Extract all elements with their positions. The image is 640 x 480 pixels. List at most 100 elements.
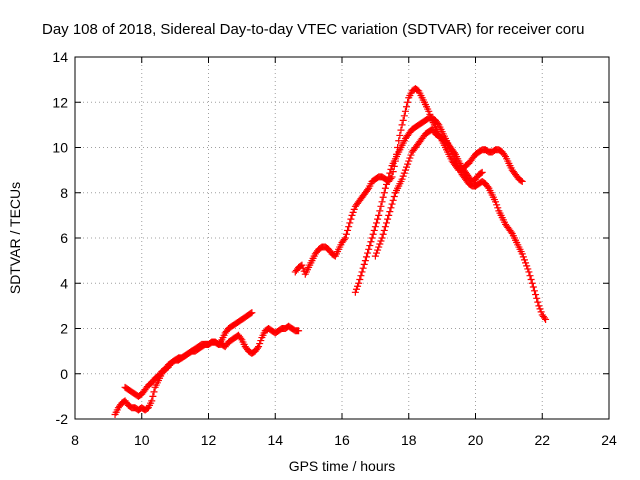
data-point-fill [507,228,515,236]
y-tick-label: 12 [52,94,68,110]
data-point-fill [517,177,525,185]
data-point [518,177,526,185]
data-point-fill [237,334,245,342]
data-point-fill [340,236,348,244]
data-point [542,315,550,323]
x-tick-label: 20 [468,432,484,448]
data-series [111,309,256,418]
data-point-fill [500,151,508,159]
x-tick-label: 10 [134,432,150,448]
data-point [405,157,413,165]
data-point [348,211,356,219]
data-point-fill [257,337,265,345]
data-point-fill [352,285,360,293]
data-point-fill [376,207,384,215]
grid [75,57,609,419]
data-point [148,397,156,405]
data-point-fill [350,205,358,213]
data-point-fill [527,275,535,283]
data-point-fill [383,219,390,227]
y-tick-labels: -2 0 2 4 6 8 10 12 14 [52,49,68,427]
data-point-fill [384,177,392,185]
data-point-fill [357,272,365,280]
x-tick-label: 16 [334,432,350,448]
y-tick-label: 2 [60,321,68,337]
x-tick-label: 8 [71,432,79,448]
data-point-fill [396,131,404,139]
data-point-fill [366,242,374,250]
data-point-fill [370,226,378,234]
data-point-fill [380,189,388,197]
data-point-fill [399,172,407,180]
data-point-fill [536,305,544,313]
data-point-fill [399,116,407,124]
data-series [121,322,303,400]
data-point [381,184,389,192]
data-point-fill [344,226,352,234]
data-point-fill [529,283,537,291]
x-tick-label: 18 [401,432,417,448]
x-tick-labels: 8 10 12 14 16 18 20 22 24 [71,432,617,448]
data-point [298,261,306,269]
data-point [368,234,376,242]
data-point-fill [377,202,385,210]
data-point [388,200,396,208]
data-point [378,234,386,242]
data-point [248,309,256,317]
data-point-fill [386,169,394,177]
data-point-fill [149,392,157,400]
x-tick-label: 22 [534,432,550,448]
data-point [535,302,543,310]
data-point-fill [450,149,458,157]
data-point [371,223,379,231]
data-point-fill [369,230,377,238]
y-tick-label: 0 [60,366,68,382]
data-point-fill [383,180,390,188]
data-point-fill [523,262,531,270]
data-point [492,198,500,206]
data-point [522,259,530,267]
data-point [385,211,393,219]
data-point-fill [379,230,387,238]
data-point-fill [534,298,542,306]
chart-title: Day 108 of 2018, Sidereal Day-to-day VTE… [42,21,584,38]
data-point-fill [299,264,307,272]
data-point-fill [537,308,545,316]
data-point-fill [386,208,394,216]
x-tick-label: 24 [601,432,617,448]
y-axis-label: SDTVAR / TECUs [7,182,23,294]
data-point-fill [374,215,382,223]
plot-frame [74,56,610,420]
data-point [401,166,409,174]
data-point-fill [360,260,368,268]
data-point [365,245,373,253]
data-point-fill [376,240,384,248]
y-tick-label: -2 [56,411,69,427]
data-point-fill [346,219,354,227]
data-point [528,279,536,287]
data-point-fill [387,165,395,173]
data-point-fill [484,183,492,191]
data-point [255,343,263,351]
y-tick-label: 8 [60,185,68,201]
data-point [341,234,349,242]
data-point-fill [356,275,364,283]
data-point [378,198,386,206]
y-tick-label: 10 [52,140,68,156]
y-tick-label: 6 [60,230,68,246]
data-series [371,125,486,260]
data-point-fill [493,201,501,209]
data-point-fill [434,119,442,127]
x-tick-label: 12 [201,432,217,448]
data-point [398,175,406,183]
data-point-fill [400,169,408,177]
data-point-fill [253,344,261,352]
data-point-fill [362,253,370,261]
data-point-fill [387,204,395,212]
data-point [478,168,486,176]
data-point-fill [374,246,382,254]
data-point [398,121,406,129]
data-point [375,211,383,219]
data-point-fill [342,230,350,238]
data-point [525,268,533,276]
